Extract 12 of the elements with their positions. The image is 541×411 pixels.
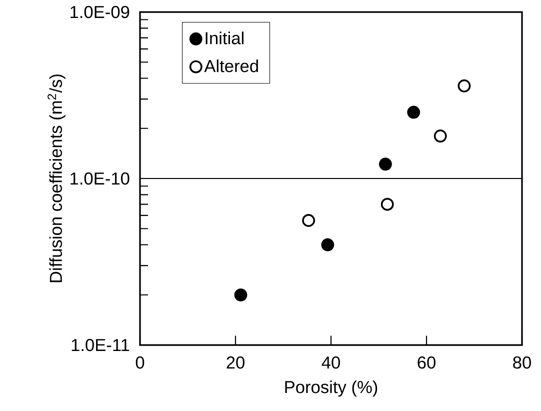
x-tick-label: 0 xyxy=(136,356,144,369)
x-axis-title: Porosity (%) xyxy=(285,380,378,397)
x-tick-label: 80 xyxy=(513,356,531,369)
x-tick-label: 40 xyxy=(322,356,340,369)
y-tick-label: 1.0E-11 xyxy=(72,338,130,352)
y-tick-label: 1.0E-09 xyxy=(70,6,130,18)
y-axis-title: Diffusion coefficients (m$^{2}$/s) xyxy=(48,74,66,282)
legend-label: Altered xyxy=(204,59,258,72)
x-tick-label: 60 xyxy=(418,356,436,369)
legend-label: Initial xyxy=(206,32,244,44)
x-tick-label: 20 xyxy=(226,356,244,369)
y-tick-label: 1.0E-10 xyxy=(70,172,130,185)
